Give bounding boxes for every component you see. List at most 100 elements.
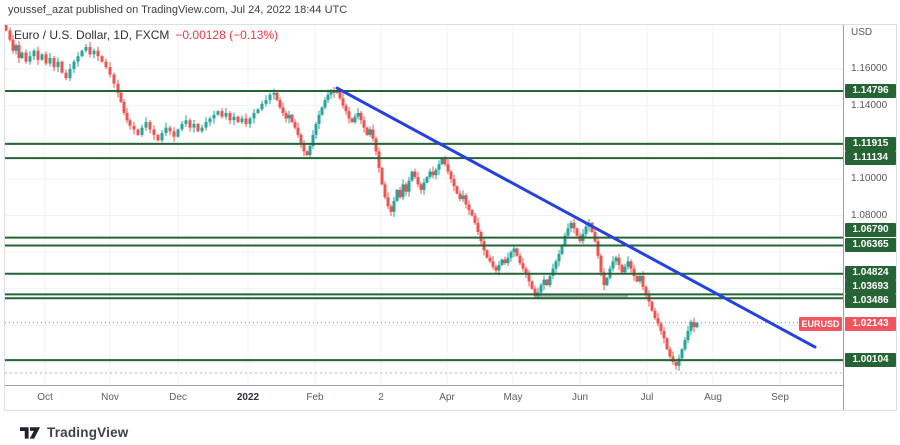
candle [548,275,552,286]
candle [689,321,693,331]
candle [638,275,642,282]
time-axis-label: Jun [571,392,589,403]
current-price-symbol-tag: EURUSD [799,317,842,331]
time-axis-label: 2022 [236,392,260,403]
candle [228,112,232,121]
candle [530,281,534,289]
sr-price-tag: 1.06790 [845,223,896,237]
candle [437,164,441,170]
candle [341,98,345,106]
candle [240,118,244,123]
candle [8,30,12,40]
candle [284,112,288,119]
time-axis-label: Sep [771,392,789,403]
candle [593,232,597,242]
sr-price-tag: 1.03693 [845,280,896,294]
candle [200,127,204,132]
candle [40,54,44,60]
candle [635,275,639,282]
candle [383,184,387,198]
candle [122,101,126,113]
time-axis-label: Jul [640,392,654,403]
candle [125,112,129,121]
footer: TradingView [20,423,128,441]
candle [449,171,453,179]
candle [419,184,423,190]
candle [485,250,489,258]
candle [368,129,372,135]
candle [692,321,696,328]
candle [407,180,411,192]
candle [212,114,216,119]
candle [563,235,567,245]
candle [446,164,450,172]
candle [665,338,669,350]
tradingview-logo-icon[interactable] [20,424,41,440]
price-axis[interactable] [843,25,899,410]
candle [602,272,606,286]
candle [192,123,196,128]
candle [24,52,28,62]
candle [14,45,18,51]
candle [461,195,465,200]
candle [605,277,609,286]
candle [629,261,633,269]
candle [695,322,699,328]
chart-canvas[interactable] [5,25,843,385]
tradingview-brand-text[interactable]: TradingView [47,424,129,440]
candle [650,301,654,311]
candle [140,127,144,135]
candle [410,171,414,181]
candle [56,61,60,68]
candle [572,222,576,229]
candle [395,189,399,201]
candle [653,310,657,319]
candle [268,94,272,101]
candle [329,90,333,95]
candle [287,114,291,119]
candle [92,50,96,55]
trendline[interactable] [335,86,817,349]
current-price-tag: 1.02143 [845,317,896,331]
chart-widget-frame [4,24,897,411]
candle [84,47,88,51]
candle [252,112,256,119]
time-axis-label: Apr [439,392,455,403]
candle [308,145,312,156]
candle [416,177,420,185]
candle [317,114,321,124]
time-axis-label: Aug [704,392,722,403]
candle [623,266,627,273]
candle [431,171,435,176]
candle [614,257,618,262]
candle [677,358,681,366]
candle [311,134,315,146]
candle [518,255,522,264]
symbol-title: Euro / U.S. Dollar, 1D, FXCM [14,28,170,42]
candle [575,228,579,236]
candle [32,50,36,57]
candle [506,257,510,264]
candle [428,171,432,178]
candle [44,54,48,64]
candle [216,111,220,115]
candle [272,92,276,95]
candle [172,131,176,137]
candle [116,83,120,93]
candle [371,129,375,139]
candle [626,261,630,267]
axis-price-label: 1.16000 [851,63,888,74]
candle [88,47,92,55]
candle [560,244,564,254]
chart-legend[interactable]: Euro / U.S. Dollar, 1D, FXCM −0.00128 (−0… [14,28,278,42]
candle [168,127,172,132]
gridlines [5,25,843,385]
candle [491,261,495,267]
candle [320,107,324,115]
publish-info: youssef_azat published on TradingView.co… [8,4,348,16]
candle [464,195,468,205]
candle [204,122,208,128]
time-axis[interactable]: Oct Nov Dec 2022 Feb 2 Apr May Jun Jul Aug Sep [5,385,843,410]
candle [584,226,588,234]
axis-price-label: 1.14000 [851,99,888,111]
